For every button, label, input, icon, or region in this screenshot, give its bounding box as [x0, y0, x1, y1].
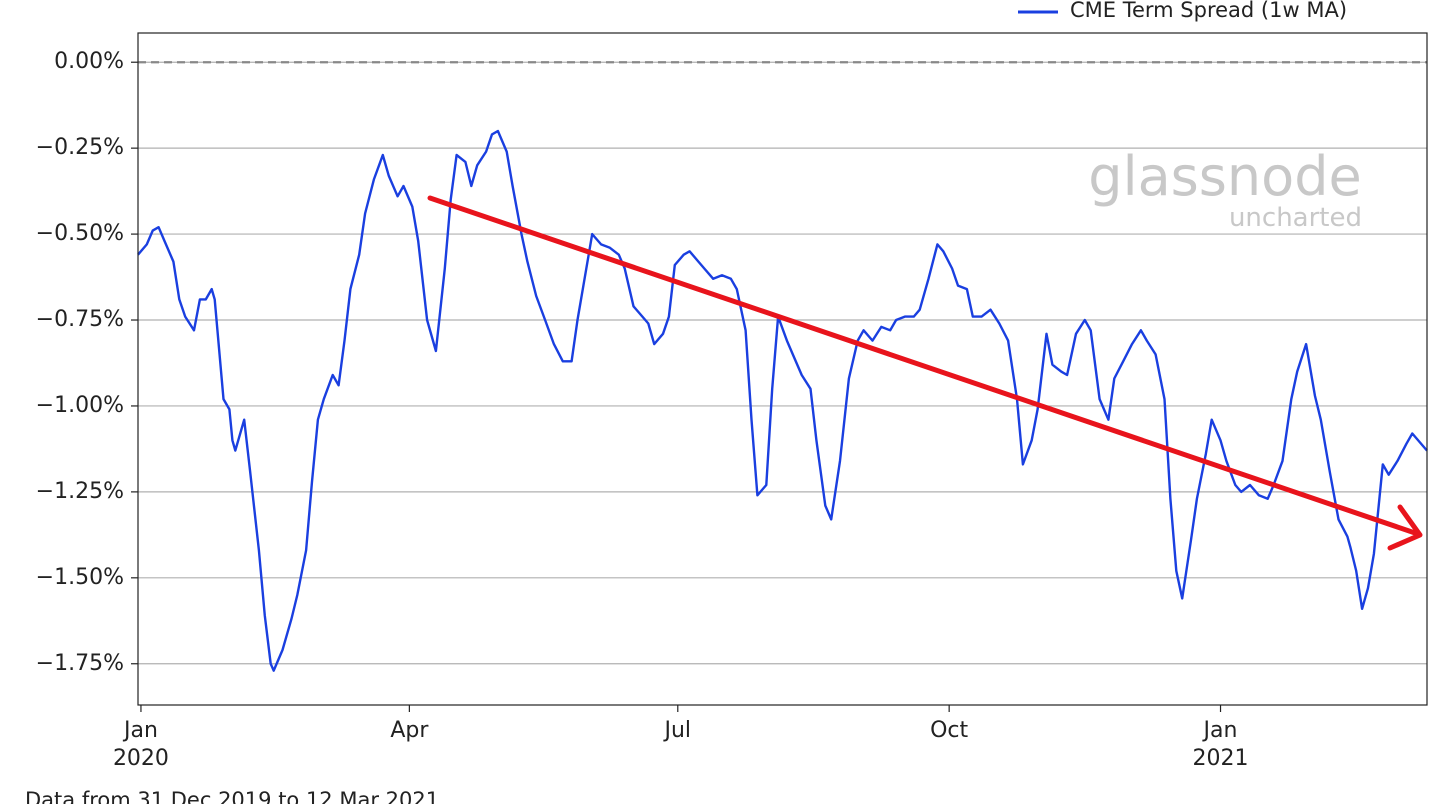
y-tick-label: −0.25%	[35, 135, 124, 161]
trend-arrow-head	[1387, 504, 1423, 551]
data-line	[137, 129, 1428, 672]
y-tick-label: −1.75%	[35, 650, 124, 676]
watermark-sub: uncharted	[1229, 203, 1362, 233]
plot-frame	[137, 32, 1428, 706]
legend-label: CME Term Spread (1w MA)	[1070, 0, 1348, 22]
y-tick-label: −0.75%	[35, 307, 124, 333]
y-tick-label: −1.50%	[35, 564, 124, 590]
x-tick-label: Jul	[664, 718, 692, 743]
y-tick-label: −1.25%	[35, 478, 124, 504]
x-tick-label: Oct	[930, 718, 969, 743]
y-tick-label: −1.00%	[35, 392, 124, 418]
y-tick-label: 0.00%	[54, 49, 124, 75]
watermark: glassnode	[1088, 145, 1361, 208]
x-tick-label: Jan 2020	[112, 718, 169, 771]
x-tick-label: Jan 2021	[1192, 718, 1249, 771]
trend-arrow	[427, 195, 1421, 537]
x-tick-label: Apr	[390, 718, 429, 743]
grid	[138, 61, 1427, 665]
footer-note: Data from 31 Dec 2019 to 12 Mar 2021	[25, 788, 440, 804]
y-tick-label: −0.50%	[35, 221, 124, 247]
